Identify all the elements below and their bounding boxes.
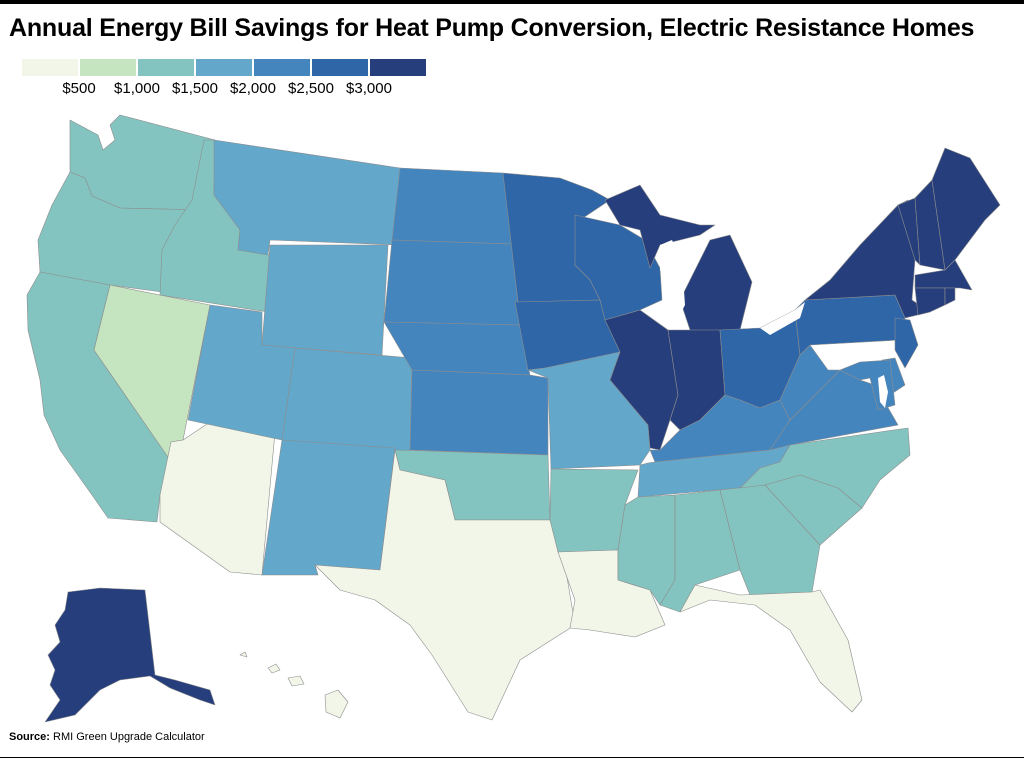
legend-swatch-7 [370, 59, 426, 76]
legend-swatch-2 [80, 59, 136, 76]
state-me [931, 147, 1001, 271]
bottom-rule [0, 757, 1024, 758]
legend-swatch-4 [196, 59, 252, 76]
map-title: Annual Energy Bill Savings for Heat Pump… [9, 14, 975, 42]
source-label: Source: [9, 731, 50, 743]
top-rule [0, 0, 1024, 4]
chesapeake-bay-icon [878, 375, 888, 408]
state-nm [261, 439, 396, 576]
state-fl [679, 584, 863, 713]
legend-label: $2,000 [230, 80, 276, 97]
legend-swatch-1 [22, 59, 78, 76]
state-mt [213, 139, 401, 256]
lake-erie-icon [760, 302, 805, 335]
state-ri [944, 287, 956, 306]
legend-swatches [22, 59, 426, 76]
state-nd [391, 167, 513, 245]
state-ct [914, 287, 946, 316]
states-layer [26, 114, 1001, 723]
state-pa [794, 294, 906, 356]
state-nc [739, 427, 911, 509]
legend-swatch-5 [254, 59, 310, 76]
lake-michigan-icon [660, 240, 685, 330]
legend-labels: $500 $1,000 $1,500 $2,000 $2,500 $3,000 [22, 80, 426, 100]
state-wy [261, 244, 389, 356]
state-hi [239, 651, 349, 719]
us-choropleth-map [26, 114, 1001, 723]
legend-label: $2,500 [288, 80, 334, 97]
source-text: RMI Green Upgrade Calculator [53, 731, 205, 743]
legend-swatch-6 [312, 59, 368, 76]
state-ak [44, 587, 216, 723]
source-note: Source: RMI Green Upgrade Calculator [9, 731, 205, 743]
great-lakes [660, 240, 888, 408]
state-az [159, 421, 276, 576]
legend: $500 $1,000 $1,500 $2,000 $2,500 $3,000 [22, 59, 426, 100]
state-sd [383, 239, 521, 326]
legend-label: $3,000 [346, 80, 392, 97]
legend-swatch-3 [138, 59, 194, 76]
legend-label: $1,500 [172, 80, 218, 97]
state-nj [894, 317, 919, 369]
legend-label: $1,000 [114, 80, 160, 97]
state-ks [409, 369, 549, 456]
legend-label: $500 [62, 80, 96, 97]
